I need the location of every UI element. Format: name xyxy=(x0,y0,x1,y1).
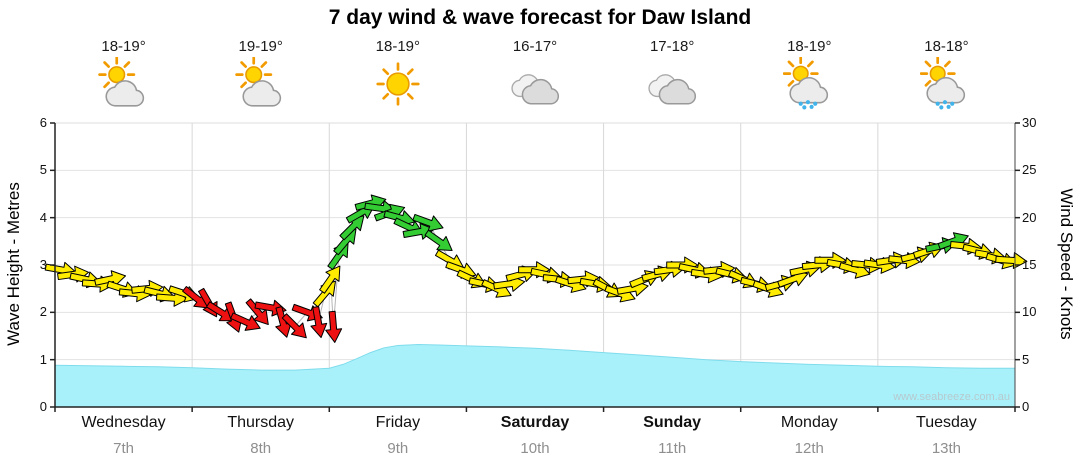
x-axis-date-label: 10th xyxy=(520,440,550,457)
wave-axis-tick-label: 4 xyxy=(39,209,47,225)
wind-arrow xyxy=(182,286,210,309)
chart-title: 7 day wind & wave forecast for Daw Islan… xyxy=(328,6,752,29)
sun-cloud-rain-icon xyxy=(886,57,1006,111)
day-forecast-header: 17-18° xyxy=(612,38,732,111)
day-temp-range: 18-19° xyxy=(375,38,421,55)
wind-arrow xyxy=(339,215,365,241)
wind-arrow xyxy=(230,312,261,331)
x-axis-date-label: 7th xyxy=(113,440,134,457)
clouds-icon xyxy=(475,57,595,111)
wind-axis-tick-label: 0 xyxy=(1022,399,1030,414)
wave-axis-tick-label: 3 xyxy=(39,257,47,272)
wind-arrow xyxy=(319,265,341,294)
wind-axis-tick-label: 20 xyxy=(1022,209,1037,225)
wind-arrow xyxy=(310,306,328,339)
sun-cloud-icon xyxy=(64,57,184,111)
wave-axis-tick-label: 5 xyxy=(39,162,47,178)
x-axis-day-label: Friday xyxy=(375,414,421,431)
day-temp-range: 18-19° xyxy=(101,38,146,55)
wind-arrow xyxy=(424,229,453,251)
day-forecast-header: 18-19° xyxy=(64,38,184,111)
watermark: www.seabreeze.com.au xyxy=(893,391,1010,403)
sun-cloud-icon xyxy=(201,57,321,111)
x-axis-day-label: Saturday xyxy=(500,414,570,431)
day-temp-range: 19-19° xyxy=(238,38,283,55)
wave-axis-tick-label: 1 xyxy=(39,351,47,367)
wind-axis-tick-label: 25 xyxy=(1022,162,1037,178)
wind-axis-tick-label: 10 xyxy=(1022,304,1037,320)
x-axis-date-label: 9th xyxy=(387,440,409,457)
x-axis-date-label: 12th xyxy=(794,440,824,457)
sun-cloud-rain-icon xyxy=(749,57,869,111)
wind-axis-tick-label: 15 xyxy=(1022,257,1037,272)
day-forecast-header: 18-19° xyxy=(749,38,869,111)
day-temp-range: 18-18° xyxy=(924,38,969,55)
wind-axis-tick-label: 30 xyxy=(1022,115,1037,130)
wave-axis-tick-label: 0 xyxy=(39,399,47,414)
axes xyxy=(50,122,1020,412)
wind-arrow xyxy=(275,306,292,338)
wind-arrow xyxy=(206,301,235,322)
x-axis-day-label: Tuesday xyxy=(916,414,977,431)
x-axis-date-label: 13th xyxy=(931,440,962,457)
wave-axis-tick-label: 6 xyxy=(39,115,47,130)
day-forecast-header: 18-18° xyxy=(886,38,1006,111)
day-forecast-header: 19-19° xyxy=(201,38,321,111)
wind-axis-tick-label: 5 xyxy=(1022,351,1030,367)
x-axis-day-label: Monday xyxy=(780,414,838,431)
wind-arrow xyxy=(245,298,269,326)
day-forecast-header: 18-19° xyxy=(338,38,458,111)
day-temp-range: 18-19° xyxy=(787,38,832,55)
wave-height-area xyxy=(54,343,1015,407)
wind-arrow xyxy=(281,313,307,339)
x-axis-date-label: 11th xyxy=(658,440,687,457)
clouds-icon xyxy=(612,57,732,111)
x-axis-day-label: Thursday xyxy=(227,414,295,431)
wind-arrow xyxy=(94,270,127,287)
x-axis-date-label: 8th xyxy=(250,440,272,457)
wind-arrow xyxy=(325,310,343,343)
wind-speed-arrows xyxy=(44,194,1028,343)
day-temp-range: 16-17° xyxy=(512,38,558,55)
x-axis-day-label: Wednesday xyxy=(81,414,166,431)
wind-arrow xyxy=(412,213,444,232)
sun-icon xyxy=(338,57,458,111)
wave-axis-tick-label: 2 xyxy=(39,304,47,320)
x-axis-day-label: Sunday xyxy=(643,414,702,431)
day-temp-range: 17-18° xyxy=(649,38,695,55)
day-forecast-header: 16-17° xyxy=(475,38,595,111)
